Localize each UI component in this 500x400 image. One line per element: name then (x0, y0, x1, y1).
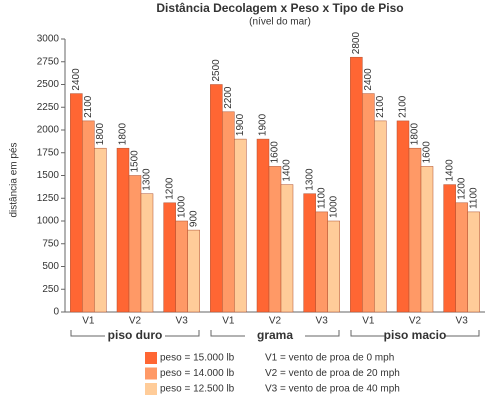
value-label: 1000 (176, 195, 187, 218)
x-tick-label: V2 (409, 316, 422, 327)
value-label: 2200 (223, 86, 234, 109)
legend-swatch (145, 352, 157, 364)
chart-subtitle: (nível do mar) (249, 17, 311, 28)
legend-label: peso = 15.000 lb (160, 353, 235, 364)
legend-label: peso = 14.000 lb (160, 368, 235, 379)
bar (443, 184, 456, 313)
value-label: 1600 (270, 141, 281, 164)
value-label: 1000 (328, 195, 339, 218)
bar (222, 111, 235, 313)
chart-title: Distância Decolagem x Peso x Tipo de Pis… (156, 1, 403, 15)
bar (374, 120, 387, 313)
x-tick-label: V1 (222, 316, 235, 327)
legend-swatch (145, 383, 157, 395)
group-label-bg (385, 329, 445, 343)
value-label: 2800 (351, 32, 362, 55)
bar (350, 56, 363, 313)
value-label: 1200 (456, 177, 467, 200)
value-label: 2100 (83, 95, 94, 118)
value-label: 1800 (118, 123, 129, 146)
bar (187, 229, 200, 313)
y-axis-label: distância em pés (9, 142, 20, 217)
value-label: 1400 (444, 159, 455, 182)
value-label: 1200 (164, 177, 175, 200)
bar (140, 193, 154, 313)
value-label: 1400 (282, 159, 293, 182)
value-label: 1800 (410, 123, 421, 146)
bar (163, 202, 176, 313)
y-tick-label: 2250 (37, 102, 60, 113)
x-tick-label: V2 (129, 316, 142, 327)
x-tick-label: V3 (176, 316, 189, 327)
x-tick-label: V3 (316, 316, 329, 327)
x-tick-label: V3 (456, 316, 469, 327)
y-tick-label: 250 (42, 284, 59, 295)
bar (70, 93, 83, 313)
value-label: 1100 (468, 187, 479, 209)
bar (455, 202, 468, 313)
value-label: 2100 (398, 95, 409, 118)
bar (280, 184, 294, 313)
bar (268, 166, 282, 313)
bar (82, 120, 95, 313)
legend-label: peso = 12.500 lb (160, 384, 235, 395)
x-tick-label: V1 (362, 316, 375, 327)
value-label: 2100 (375, 95, 386, 118)
y-tick-label: 2000 (37, 125, 60, 136)
legend-swatch (145, 367, 157, 380)
value-label: 1900 (235, 113, 246, 136)
bar (175, 220, 188, 313)
value-label: 1900 (258, 113, 269, 136)
legend-note: V2 = vento de proa de 20 mph (265, 368, 400, 379)
bar (210, 84, 223, 313)
y-tick-label: 2750 (37, 56, 60, 67)
y-tick-label: 500 (42, 261, 59, 272)
bar (116, 147, 130, 313)
value-label: 2400 (363, 68, 374, 91)
value-label: 1800 (95, 123, 106, 146)
value-label: 2500 (211, 59, 222, 82)
bar (256, 138, 270, 313)
x-tick-label: V2 (269, 316, 282, 327)
group-label: piso duro (108, 328, 163, 342)
bar (467, 211, 480, 313)
legend-note: V1 = vento de proa de 0 mph (265, 353, 394, 364)
group-label: grama (257, 328, 293, 342)
y-tick-label: 2500 (37, 79, 60, 90)
y-tick-label: 1250 (37, 193, 60, 204)
bar (94, 147, 107, 313)
x-tick-label: V1 (82, 316, 95, 327)
bar (396, 120, 410, 313)
value-label: 900 (188, 210, 199, 227)
bar (303, 193, 316, 313)
group-label-bg (105, 329, 165, 343)
group-label: piso macio (384, 328, 447, 342)
bar (315, 211, 328, 313)
y-tick-label: 1750 (37, 147, 60, 158)
y-tick-label: 3000 (37, 34, 60, 45)
bar (128, 175, 142, 313)
value-label: 1300 (142, 168, 153, 191)
y-tick-label: 0 (53, 307, 59, 318)
value-label: 1100 (316, 187, 327, 209)
group-label-bg (245, 329, 305, 343)
legend-note: V3 = vento de proa de 40 mph (265, 384, 400, 395)
bar (362, 93, 375, 313)
bar (420, 166, 434, 313)
y-tick-label: 1500 (37, 170, 60, 181)
value-label: 1600 (422, 141, 433, 164)
y-tick-label: 750 (42, 238, 59, 249)
bar (408, 147, 422, 313)
value-label: 1500 (130, 150, 141, 173)
value-label: 1300 (304, 168, 315, 191)
bar (327, 220, 340, 313)
y-tick-label: 1000 (37, 216, 60, 227)
bar (234, 138, 247, 313)
value-label: 2400 (71, 68, 82, 91)
